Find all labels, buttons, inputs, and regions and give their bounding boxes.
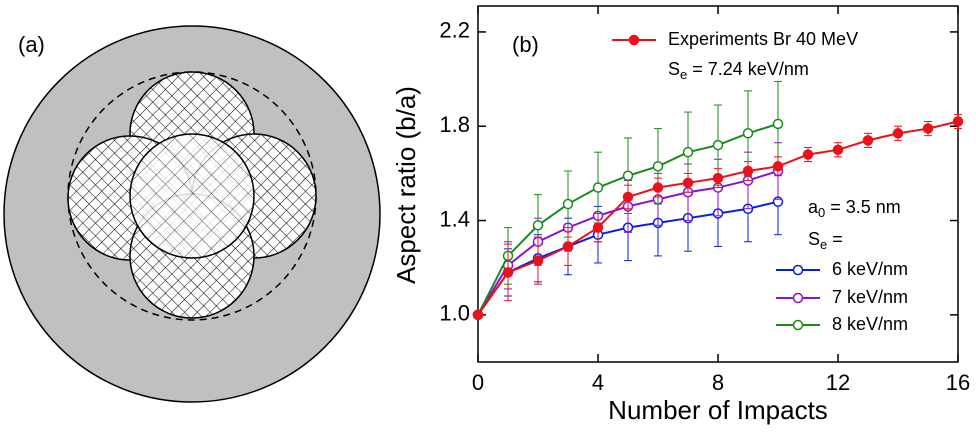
marker [622, 170, 634, 181]
legend-label: Experiments Br 40 MeV [668, 29, 858, 49]
marker [592, 182, 604, 193]
marker [628, 34, 640, 46]
annotation: a0 = 3.5 nm [808, 197, 901, 221]
legend-label: 8 keV/nm [832, 314, 908, 334]
marker [792, 319, 804, 331]
marker [682, 146, 694, 158]
annotation-sub: 0 [818, 205, 825, 220]
marker [682, 177, 694, 189]
series [472, 113, 964, 321]
diagram: (a) [3, 25, 381, 403]
marker [792, 264, 804, 276]
y-tick-label: 1.4 [439, 206, 470, 231]
marker [652, 161, 664, 172]
marker [562, 241, 574, 252]
x-tick-label: 16 [946, 370, 970, 395]
annotation-main: S [668, 59, 680, 79]
marker [742, 128, 754, 139]
marker [712, 139, 724, 151]
y-axis-label: Aspect ratio (b/a) [391, 86, 421, 284]
x-tick-label: 12 [826, 370, 850, 395]
panel-label: (a) [18, 32, 45, 57]
x-tick-label: 0 [472, 370, 484, 395]
annotation: Se = [808, 229, 843, 253]
marker [892, 128, 904, 139]
marker [772, 161, 784, 172]
marker [592, 222, 604, 233]
marker [802, 149, 814, 160]
center-circle [129, 133, 255, 259]
y-tick-label: 1.8 [439, 112, 470, 137]
marker [772, 118, 784, 130]
y-tick-label: 2.2 [439, 18, 470, 43]
annotation: Se = 7.24 keV/nm [668, 59, 809, 83]
marker [472, 309, 484, 321]
x-tick-label: 4 [592, 370, 604, 395]
marker [532, 220, 544, 231]
legend-label: 6 keV/nm [832, 259, 908, 279]
annotation-rest: = 7.24 keV/nm [687, 59, 809, 79]
marker [862, 135, 874, 146]
marker [712, 172, 724, 184]
annotation-sub: e [820, 237, 827, 252]
y-tick-label: 1.0 [439, 301, 470, 326]
x-axis-label: Number of Impacts [608, 395, 828, 425]
marker [652, 182, 664, 193]
annotation-main: a [808, 197, 819, 217]
annotation-main: S [808, 229, 820, 249]
marker [792, 292, 804, 304]
legend-label: 7 keV/nm [832, 287, 908, 307]
x-tick-label: 8 [712, 370, 724, 395]
panel-label: (b) [512, 32, 539, 57]
marker [532, 255, 544, 266]
marker [832, 144, 844, 156]
marker [562, 198, 574, 210]
marker [922, 123, 934, 134]
annotation-rest: = 3.5 nm [825, 197, 901, 217]
annotation-sub: e [680, 67, 687, 82]
chart: 0 4 8 12 16 1.0 1.4 1.8 2.2 Number of Impacts Aspe… [391, 5, 970, 425]
marker [952, 116, 964, 127]
marker [502, 267, 514, 278]
marker [742, 165, 754, 177]
marker [622, 191, 634, 203]
annotation-rest: = [827, 229, 843, 249]
